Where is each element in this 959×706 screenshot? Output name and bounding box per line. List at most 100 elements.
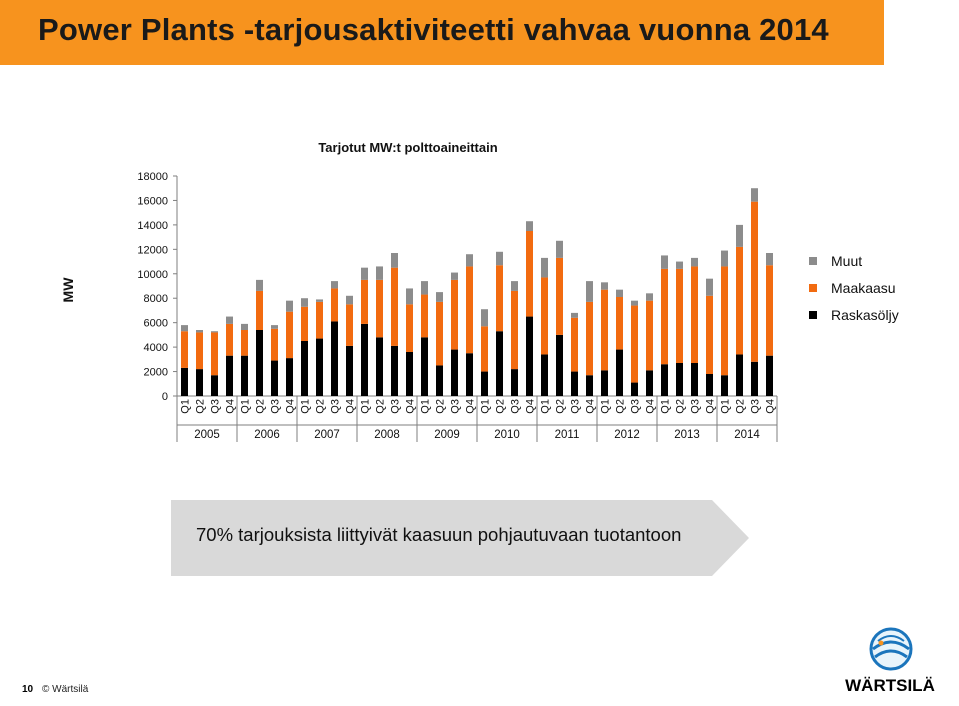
bar-segment-raskasöljy — [691, 363, 698, 396]
callout-text: 70% tarjouksista liittyivät kaasuun pohj… — [196, 524, 682, 545]
x-tick-label-quarter: Q3 — [390, 399, 402, 414]
bar-segment-raskasöljy — [511, 369, 518, 396]
legend-swatch — [809, 284, 817, 292]
bar-segment-raskasöljy — [361, 323, 368, 396]
x-tick-label-quarter: Q2 — [615, 399, 627, 414]
x-tick-label-year: 2006 — [254, 429, 280, 441]
bar-segment-muut — [751, 188, 758, 202]
x-tick-label-quarter: Q1 — [540, 399, 552, 414]
bar-segment-muut — [691, 257, 698, 267]
bar-segment-muut — [511, 281, 518, 291]
bar-segment-raskasöljy — [766, 355, 773, 396]
x-tick-label-quarter: Q4 — [345, 399, 357, 414]
y-tick-label: 12000 — [137, 244, 168, 256]
chart-title: Tarjotut MW:t polttoaineittain — [318, 140, 497, 155]
bar-segment-raskasöljy — [181, 367, 188, 396]
bar-segment-maakaasu — [676, 268, 683, 363]
bar-segment-raskasöljy — [211, 375, 218, 396]
bar-segment-maakaasu — [286, 311, 293, 359]
wartsila-logo: WÄRTSILÄ — [820, 615, 959, 701]
bar-segment-maakaasu — [331, 288, 338, 322]
legend-label: Muut — [831, 253, 862, 269]
bar-segment-maakaasu — [616, 297, 623, 350]
x-tick-label-year: 2008 — [374, 429, 400, 441]
bar-segment-muut — [241, 323, 248, 330]
bar-segment-raskasöljy — [256, 330, 263, 396]
x-tick-label-quarter: Q4 — [225, 399, 237, 414]
bar-segment-muut — [451, 272, 458, 280]
bar-segment-maakaasu — [556, 257, 563, 335]
bar-segment-maakaasu — [631, 305, 638, 383]
y-tick-label: 14000 — [137, 220, 168, 232]
x-tick-label-quarter: Q4 — [465, 399, 477, 414]
title-bar — [0, 0, 884, 65]
bar-segment-muut — [391, 253, 398, 268]
bar-segment-raskasöljy — [706, 374, 713, 396]
bar-segment-maakaasu — [376, 279, 383, 338]
bar-segment-maakaasu — [256, 290, 263, 330]
x-tick-label-quarter: Q3 — [510, 399, 522, 414]
bar-segment-raskasöljy — [736, 354, 743, 396]
wartsila-logo-icon: WÄRTSILÄ — [845, 627, 935, 695]
bar-segment-raskasöljy — [571, 371, 578, 396]
bar-segment-muut — [586, 281, 593, 302]
bar-segment-muut — [301, 298, 308, 307]
bar-segment-muut — [361, 267, 368, 280]
bar-segment-raskasöljy — [301, 341, 308, 396]
plot-area: 18000 16000 14000 12000 10000 8000 6000 4000 200… — [137, 171, 778, 442]
x-tick-label-quarter: Q2 — [495, 399, 507, 414]
x-tick-label-quarter: Q3 — [210, 399, 222, 414]
bar-segment-maakaasu — [721, 266, 728, 376]
x-tick-label-quarter: Q4 — [405, 399, 417, 414]
bar-segment-muut — [676, 261, 683, 269]
bar-segment-maakaasu — [706, 295, 713, 374]
bar-segment-muut — [481, 309, 488, 327]
bar-segment-maakaasu — [751, 201, 758, 362]
bar-segment-raskasöljy — [346, 345, 353, 396]
bar-segment-raskasöljy — [241, 355, 248, 396]
bar-segment-raskasöljy — [601, 370, 608, 396]
bar-segment-muut — [541, 257, 548, 278]
bar-segment-muut — [286, 300, 293, 312]
bar-segment-maakaasu — [421, 294, 428, 338]
x-tick-label-quarter: Q1 — [420, 399, 432, 414]
bar-segment-maakaasu — [691, 266, 698, 363]
bar-segment-maakaasu — [571, 317, 578, 372]
bar-segment-maakaasu — [226, 323, 233, 356]
x-tick-label-quarter: Q3 — [570, 399, 582, 414]
bar-segment-muut — [196, 330, 203, 333]
bar-segment-raskasöljy — [226, 355, 233, 396]
bar-segment-raskasöljy — [421, 337, 428, 396]
x-tick-label-quarter: Q2 — [735, 399, 747, 414]
x-tick-label-quarter: Q3 — [270, 399, 282, 414]
bar-segment-raskasöljy — [271, 360, 278, 396]
y-tick-label: 0 — [162, 391, 168, 403]
y-tick-label: 6000 — [144, 318, 168, 330]
bar-segment-muut — [331, 281, 338, 289]
bar-segment-muut — [631, 300, 638, 306]
bar-segment-raskasöljy — [496, 331, 503, 396]
x-tick-label-quarter: Q2 — [675, 399, 687, 414]
bar-segment-maakaasu — [451, 279, 458, 350]
bar-segment-maakaasu — [736, 246, 743, 355]
bar-segment-raskasöljy — [676, 363, 683, 396]
bar-segment-maakaasu — [481, 326, 488, 372]
bar-segment-muut — [376, 266, 383, 280]
bar-segment-muut — [211, 331, 218, 333]
bar-segment-muut — [766, 253, 773, 266]
bar-segment-raskasöljy — [661, 364, 668, 396]
x-tick-label-quarter: Q1 — [240, 399, 252, 414]
x-tick-label-quarter: Q1 — [660, 399, 672, 414]
bar-segment-raskasöljy — [316, 338, 323, 396]
logo-wordmark: WÄRTSILÄ — [845, 676, 935, 695]
y-tick-label: 16000 — [137, 195, 168, 207]
x-tick-label-quarter: Q1 — [360, 399, 372, 414]
bar-segment-maakaasu — [361, 279, 368, 324]
x-tick-label-quarter: Q3 — [630, 399, 642, 414]
x-tick-label-year: 2005 — [194, 429, 220, 441]
bar-segment-raskasöljy — [751, 361, 758, 396]
bar-segment-muut — [436, 292, 443, 302]
bar-segment-maakaasu — [271, 328, 278, 361]
bar-segment-muut — [421, 281, 428, 295]
